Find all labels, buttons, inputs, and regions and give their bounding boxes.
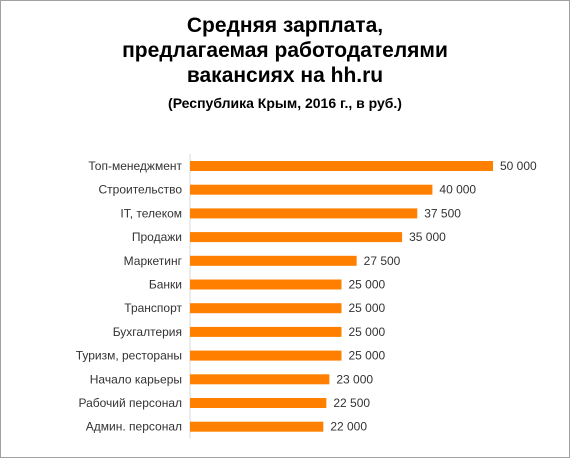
value-label-7: 25 000 bbox=[349, 325, 386, 339]
chart-title-line-3: вакансиях на hh.ru bbox=[186, 64, 384, 87]
category-label-3: Продажи bbox=[132, 230, 182, 244]
value-label-8: 25 000 bbox=[349, 349, 386, 363]
bar-4 bbox=[190, 255, 357, 266]
category-label-1: Строительство bbox=[98, 183, 182, 197]
chart-subtitle: (Республика Крым, 2016 г., в руб.) bbox=[168, 95, 402, 111]
bar-8 bbox=[190, 350, 342, 361]
value-label-4: 27 500 bbox=[364, 254, 401, 268]
bar-3 bbox=[190, 232, 403, 243]
category-label-9: Начало карьеры bbox=[90, 372, 182, 386]
bar-6 bbox=[190, 303, 342, 314]
bar-9 bbox=[190, 374, 330, 385]
chart-title-line-1: Средняя зарплата, bbox=[186, 14, 384, 37]
bar-0 bbox=[190, 161, 493, 171]
category-label-2: IT, телеком bbox=[120, 206, 182, 220]
bar-10 bbox=[190, 398, 327, 408]
chart-title-line-2: предлагаемая работодателями bbox=[122, 39, 448, 62]
value-label-1: 40 000 bbox=[439, 183, 476, 197]
bar-2 bbox=[190, 208, 418, 219]
category-label-11: Админ. персонал bbox=[86, 420, 182, 434]
category-label-7: Бухгалтерия bbox=[113, 325, 182, 339]
category-label-0: Топ-менеджмент bbox=[88, 159, 182, 173]
value-label-2: 37 500 bbox=[424, 206, 461, 220]
value-label-10: 22 500 bbox=[333, 396, 370, 410]
value-label-3: 35 000 bbox=[409, 230, 446, 244]
category-label-8: Туризм, рестораны bbox=[76, 349, 182, 363]
value-label-5: 25 000 bbox=[349, 278, 386, 292]
chart-title: Средняя зарплата, предлагаемая работодат… bbox=[0, 13, 570, 88]
value-label-9: 23 000 bbox=[336, 372, 373, 386]
bar-11 bbox=[190, 421, 324, 432]
bar-1 bbox=[190, 184, 433, 195]
value-label-6: 25 000 bbox=[349, 301, 386, 315]
bar-7 bbox=[190, 326, 342, 337]
category-label-10: Рабочий персонал bbox=[78, 396, 182, 410]
value-label-11: 22 000 bbox=[330, 420, 367, 434]
category-label-5: Банки bbox=[149, 278, 182, 292]
value-label-0: 50 000 bbox=[500, 159, 537, 173]
category-label-6: Транспорт bbox=[124, 301, 182, 315]
category-label-4: Маркетинг bbox=[124, 254, 183, 268]
bar-5 bbox=[190, 279, 342, 290]
